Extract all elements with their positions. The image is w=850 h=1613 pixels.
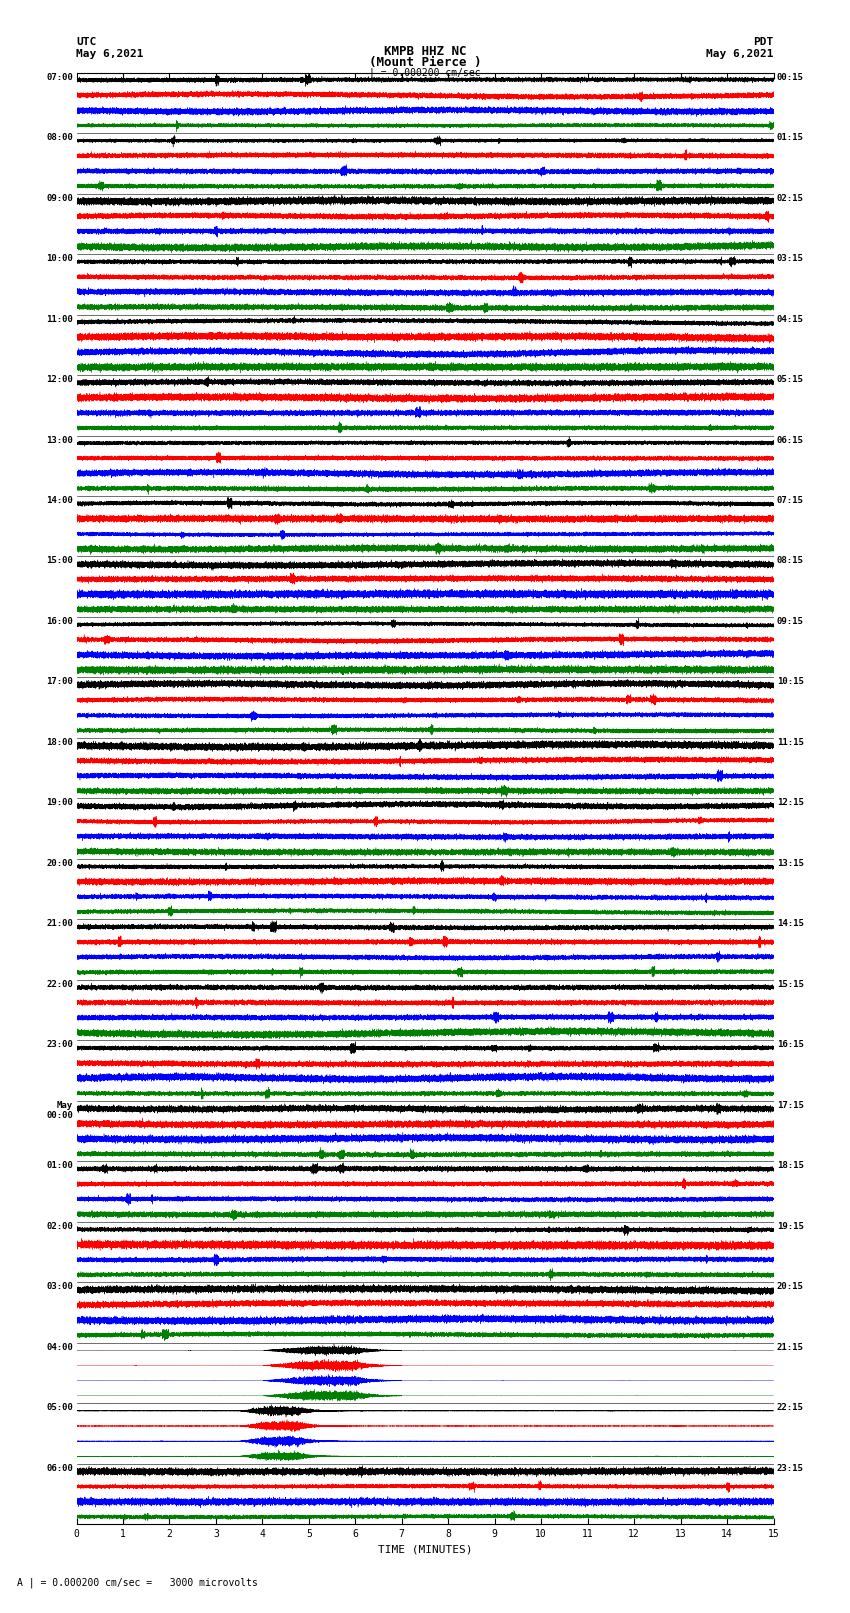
Text: 03:15: 03:15 <box>777 255 804 263</box>
Text: 02:15: 02:15 <box>777 194 804 203</box>
Text: 20:00: 20:00 <box>46 858 73 868</box>
Text: 17:00: 17:00 <box>46 677 73 687</box>
Text: 23:15: 23:15 <box>777 1465 804 1473</box>
Text: | = 0.000200 cm/sec: | = 0.000200 cm/sec <box>369 68 481 79</box>
Text: A | = 0.000200 cm/sec =   3000 microvolts: A | = 0.000200 cm/sec = 3000 microvolts <box>17 1578 258 1589</box>
Text: 04:00: 04:00 <box>46 1342 73 1352</box>
Text: 07:15: 07:15 <box>777 497 804 505</box>
Text: 10:15: 10:15 <box>777 677 804 687</box>
Text: 08:00: 08:00 <box>46 134 73 142</box>
Text: 18:00: 18:00 <box>46 739 73 747</box>
Text: 16:15: 16:15 <box>777 1040 804 1050</box>
Text: 17:15: 17:15 <box>777 1100 804 1110</box>
Text: 02:00: 02:00 <box>46 1223 73 1231</box>
Text: 13:15: 13:15 <box>777 858 804 868</box>
Text: 20:15: 20:15 <box>777 1282 804 1292</box>
Text: 11:15: 11:15 <box>777 739 804 747</box>
Text: 10:00: 10:00 <box>46 255 73 263</box>
Text: 00:15: 00:15 <box>777 73 804 82</box>
Text: 11:00: 11:00 <box>46 315 73 324</box>
Text: 13:00: 13:00 <box>46 436 73 445</box>
Text: May
00:00: May 00:00 <box>46 1100 73 1121</box>
Text: 21:00: 21:00 <box>46 919 73 929</box>
Text: 18:15: 18:15 <box>777 1161 804 1171</box>
X-axis label: TIME (MINUTES): TIME (MINUTES) <box>377 1545 473 1555</box>
Text: 12:15: 12:15 <box>777 798 804 808</box>
Text: 12:00: 12:00 <box>46 376 73 384</box>
Text: 01:15: 01:15 <box>777 134 804 142</box>
Text: UTC
May 6,2021: UTC May 6,2021 <box>76 37 144 58</box>
Text: 08:15: 08:15 <box>777 556 804 566</box>
Text: 15:00: 15:00 <box>46 556 73 566</box>
Text: 01:00: 01:00 <box>46 1161 73 1171</box>
Text: 15:15: 15:15 <box>777 979 804 989</box>
Text: (Mount Pierce ): (Mount Pierce ) <box>369 56 481 69</box>
Text: 05:15: 05:15 <box>777 376 804 384</box>
Text: 07:00: 07:00 <box>46 73 73 82</box>
Text: 14:15: 14:15 <box>777 919 804 929</box>
Text: 16:00: 16:00 <box>46 618 73 626</box>
Text: 22:00: 22:00 <box>46 979 73 989</box>
Text: 19:00: 19:00 <box>46 798 73 808</box>
Text: 23:00: 23:00 <box>46 1040 73 1050</box>
Text: 06:15: 06:15 <box>777 436 804 445</box>
Text: 21:15: 21:15 <box>777 1342 804 1352</box>
Text: 09:00: 09:00 <box>46 194 73 203</box>
Text: KMPB HHZ NC: KMPB HHZ NC <box>383 45 467 58</box>
Text: 03:00: 03:00 <box>46 1282 73 1292</box>
Text: 14:00: 14:00 <box>46 497 73 505</box>
Text: 04:15: 04:15 <box>777 315 804 324</box>
Text: 05:00: 05:00 <box>46 1403 73 1413</box>
Text: 09:15: 09:15 <box>777 618 804 626</box>
Text: 06:00: 06:00 <box>46 1465 73 1473</box>
Text: 19:15: 19:15 <box>777 1223 804 1231</box>
Text: 22:15: 22:15 <box>777 1403 804 1413</box>
Text: PDT
May 6,2021: PDT May 6,2021 <box>706 37 774 58</box>
